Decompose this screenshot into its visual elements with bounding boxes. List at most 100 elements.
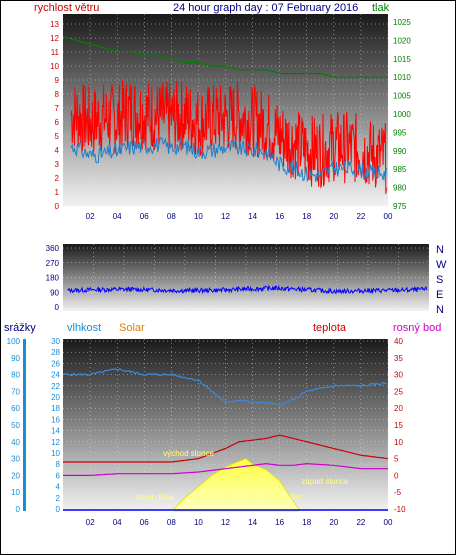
sunrise-annotation: východ slunce — [163, 449, 214, 458]
y-left-tick-label: 7 — [55, 104, 60, 113]
temp-tick-label: 35 — [394, 354, 403, 363]
wind-speed-label: rychlost větru — [34, 2, 99, 14]
humidity-tick-label: 20 — [51, 393, 60, 402]
moonrise-annotation: Moon Rise — [136, 493, 175, 502]
x-tick-label: 10 — [194, 212, 203, 221]
temp-tick-label: 40 — [394, 337, 403, 346]
temp-tick-label: 15 — [394, 421, 403, 430]
panel1-ticks: 0123456789101112139759809859909951000100… — [50, 18, 411, 221]
compass-label: S — [436, 274, 443, 286]
y-right-tick-label: 1015 — [393, 55, 411, 64]
humidity-tick-label: 16 — [51, 415, 60, 424]
y-left-tick-label: 13 — [50, 20, 59, 29]
x-tick-label: 14 — [248, 212, 257, 221]
y-left-tick-label: 6 — [55, 118, 60, 127]
y-left-tick-label: 11 — [51, 48, 60, 57]
y-right-tick-label: 1010 — [393, 73, 411, 82]
x-tick-label: 02 — [86, 212, 95, 221]
direction-tick-label: 90 — [50, 288, 59, 297]
dew-point-label: rosný bod — [393, 322, 441, 334]
x-tick-label: 06 — [140, 212, 149, 221]
y-right-tick-label: 975 — [393, 202, 407, 211]
panel3-ticks: 0246810121416182022242628300102030405060… — [7, 337, 406, 527]
y-left-tick-label: 12 — [50, 34, 59, 43]
y-right-tick-label: 990 — [393, 147, 407, 156]
temp-tick-label: -10 — [394, 505, 406, 514]
x-tick-label: 20 — [329, 518, 338, 527]
y-left-tick-label: 10 — [50, 62, 59, 71]
humidity-tick-label: 30 — [51, 337, 60, 346]
compass-label: E — [436, 289, 443, 301]
y-right-tick-label: 1005 — [393, 92, 411, 101]
temperature-series — [63, 434, 389, 463]
x-tick-label: 20 — [329, 212, 338, 221]
panel2-grid — [63, 244, 430, 311]
rain-tick-label: 0 — [16, 505, 21, 514]
x-tick-label: 14 — [248, 518, 257, 527]
rain-axis-bar — [23, 339, 26, 511]
humidity-tick-label: 8 — [56, 460, 61, 469]
panel2-series — [67, 284, 428, 295]
humidity-series — [62, 368, 387, 408]
y-left-tick-label: 4 — [55, 146, 60, 155]
y-right-tick-label: 1000 — [393, 110, 411, 119]
compass-label: W — [436, 259, 447, 271]
y-left-tick-label: 9 — [55, 76, 60, 85]
compass-label: N — [436, 304, 444, 316]
humidity-tick-label: 2 — [56, 494, 61, 503]
temp-tick-label: -5 — [394, 488, 402, 497]
humidity-tick-label: 0 — [56, 505, 61, 514]
x-tick-label: 00 — [384, 518, 393, 527]
y-right-tick-label: 1025 — [393, 18, 411, 27]
wind-direction-series — [67, 284, 428, 295]
x-tick-label: 02 — [86, 518, 95, 527]
direction-tick-label: 0 — [55, 303, 60, 312]
y-left-tick-label: 2 — [55, 174, 60, 183]
compass-label: N — [436, 244, 444, 256]
solar-label: Solar — [119, 322, 145, 334]
direction-tick-label: 360 — [46, 244, 60, 253]
x-tick-label: 08 — [167, 518, 176, 527]
x-tick-label: 08 — [167, 212, 176, 221]
x-tick-label: 16 — [275, 518, 284, 527]
y-right-tick-label: 995 — [393, 128, 407, 137]
humidity-tick-label: 12 — [51, 438, 60, 447]
rain-tick-label: 60 — [11, 404, 20, 413]
y-left-tick-label: 1 — [55, 188, 60, 197]
direction-tick-label: 180 — [46, 274, 60, 283]
x-tick-label: 04 — [113, 212, 122, 221]
x-tick-label: 18 — [302, 212, 311, 221]
direction-tick-label: 270 — [46, 259, 60, 268]
humidity-tick-label: 10 — [51, 449, 60, 458]
y-right-tick-label: 1020 — [393, 36, 411, 45]
temp-tick-label: 0 — [394, 471, 399, 480]
humidity-tick-label: 18 — [51, 404, 60, 413]
x-tick-label: 10 — [194, 518, 203, 527]
rain-label: srážky — [4, 322, 36, 334]
panel3-grid — [63, 339, 389, 511]
y-left-tick-label: 3 — [55, 160, 60, 169]
rain-tick-label: 90 — [11, 354, 20, 363]
rain-tick-label: 40 — [11, 438, 20, 447]
x-tick-label: 16 — [275, 212, 284, 221]
x-tick-label: 06 — [140, 518, 149, 527]
y-left-tick-label: 0 — [55, 202, 60, 211]
rain-tick-label: 70 — [11, 387, 20, 396]
humidity-tick-label: 4 — [56, 483, 61, 492]
y-right-tick-label: 980 — [393, 184, 407, 193]
rain-tick-label: 80 — [11, 371, 20, 380]
moonset-annotation: Moon Set — [267, 493, 302, 502]
y-left-tick-label: 8 — [55, 90, 60, 99]
humidity-tick-label: 28 — [51, 348, 60, 357]
humidity-tick-label: 22 — [51, 382, 60, 391]
x-tick-label: 18 — [302, 518, 311, 527]
wind-speed-series — [70, 80, 387, 195]
x-tick-label: 22 — [356, 212, 365, 221]
rain-tick-label: 10 — [11, 488, 20, 497]
temp-tick-label: 25 — [394, 387, 403, 396]
humidity-label: vlhkost — [67, 322, 101, 334]
rain-tick-label: 30 — [11, 455, 20, 464]
rain-tick-label: 50 — [11, 421, 20, 430]
